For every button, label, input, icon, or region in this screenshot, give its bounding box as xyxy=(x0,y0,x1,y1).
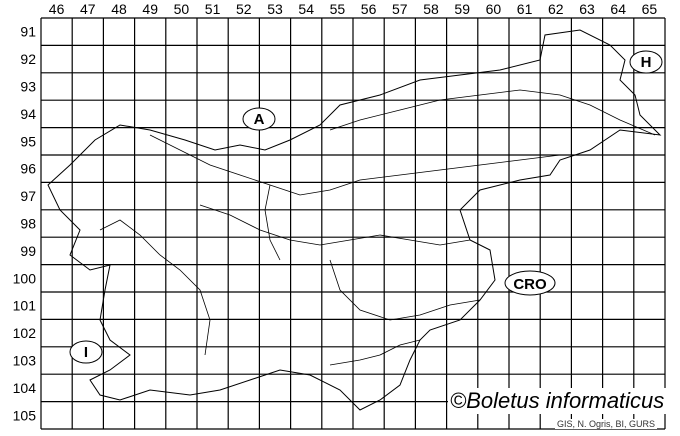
row-label: 102 xyxy=(13,325,37,341)
row-label: 93 xyxy=(20,79,36,95)
row-label: 100 xyxy=(13,270,37,286)
column-label: 50 xyxy=(174,1,190,17)
row-label: 101 xyxy=(13,298,37,314)
credit-text: GIS, N. Ogris, BI, GURS xyxy=(555,419,658,429)
column-label: 52 xyxy=(236,1,252,17)
svg-text:I: I xyxy=(84,344,88,361)
rivers xyxy=(99,89,656,366)
svg-text:H: H xyxy=(641,54,652,71)
grid-lines xyxy=(40,17,666,430)
svg-text:CRO: CRO xyxy=(513,276,547,293)
column-label: 60 xyxy=(486,1,502,17)
column-label: 63 xyxy=(579,1,595,17)
country-border xyxy=(47,29,662,411)
row-label: 104 xyxy=(13,380,37,396)
column-label: 55 xyxy=(330,1,346,17)
column-label: 51 xyxy=(205,1,221,17)
row-label: 105 xyxy=(13,407,37,423)
column-label: 57 xyxy=(392,1,408,17)
column-label: 61 xyxy=(517,1,533,17)
row-label: 95 xyxy=(20,133,36,149)
column-label: 58 xyxy=(423,1,439,17)
column-labels: 46 47 48 49 50 51 52 53 54 55 56 57 58 59 60 61 62 63 64 65 xyxy=(49,1,658,17)
row-labels: 91 92 93 94 95 96 97 98 99 100 101 102 103 104 105 xyxy=(13,24,37,424)
row-label: 94 xyxy=(20,106,36,122)
column-label: 56 xyxy=(361,1,377,17)
label-italy: I xyxy=(69,340,103,364)
column-label: 48 xyxy=(111,1,127,17)
row-label: 99 xyxy=(20,243,36,259)
row-label: 98 xyxy=(20,216,36,232)
column-label: 46 xyxy=(49,1,65,17)
row-label: 103 xyxy=(13,353,37,369)
column-label: 62 xyxy=(548,1,564,17)
column-label: 54 xyxy=(298,1,314,17)
copyright-text: ©Boletus informaticus xyxy=(448,388,667,414)
column-label: 65 xyxy=(642,1,658,17)
row-label: 96 xyxy=(20,161,36,177)
column-label: 64 xyxy=(610,1,626,17)
column-label: 59 xyxy=(454,1,470,17)
row-label: 92 xyxy=(20,51,36,67)
column-label: 53 xyxy=(267,1,283,17)
column-label: 49 xyxy=(142,1,158,17)
row-label: 91 xyxy=(20,24,36,40)
label-hungary: H xyxy=(629,50,663,74)
row-label: 97 xyxy=(20,188,36,204)
label-croatia: CRO xyxy=(504,270,556,296)
svg-text:A: A xyxy=(254,111,265,128)
column-label: 47 xyxy=(80,1,96,17)
label-austria: A xyxy=(242,107,276,131)
